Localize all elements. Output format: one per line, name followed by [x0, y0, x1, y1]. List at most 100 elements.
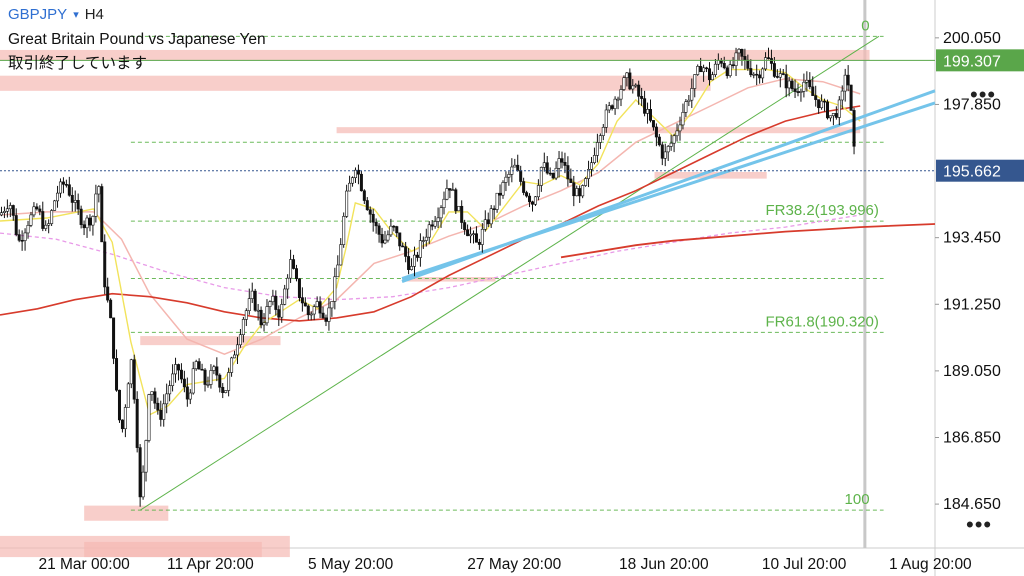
candle-body	[32, 206, 36, 216]
candle-body	[761, 68, 765, 79]
candle-body	[176, 364, 180, 371]
candle-body	[430, 224, 434, 227]
candle-body	[224, 390, 228, 393]
candle-body	[292, 259, 296, 269]
timeframe-label[interactable]: H4	[84, 6, 104, 23]
fib-label-0: 0	[861, 17, 869, 34]
candle-body	[557, 158, 561, 169]
candle-body	[17, 234, 21, 241]
upper-price-badge	[936, 49, 1024, 72]
candle-body	[41, 211, 45, 229]
candle-body	[141, 471, 145, 498]
candle-body	[581, 185, 585, 197]
candle-body	[159, 409, 163, 420]
candle-body	[793, 88, 797, 92]
candle-body	[174, 364, 178, 375]
candle-body	[769, 58, 773, 64]
candle-body	[206, 384, 210, 386]
candle-body	[407, 256, 411, 270]
candle-body	[194, 361, 198, 370]
candle-body	[395, 226, 399, 234]
candle-body	[528, 195, 532, 203]
candle-body	[684, 101, 688, 113]
candle-body	[772, 63, 776, 77]
candle-body	[707, 68, 711, 81]
candle-body	[418, 240, 422, 258]
candle-body	[578, 188, 582, 197]
ma-slow-line	[0, 105, 861, 322]
candle-body	[76, 200, 80, 210]
candle-body	[651, 120, 655, 128]
candle-body	[669, 142, 673, 147]
candle-body	[26, 225, 30, 234]
zone-5	[140, 336, 281, 346]
candle-body	[153, 391, 157, 404]
more-options-icon-bottom[interactable]: •••	[966, 512, 993, 537]
candle-body	[197, 361, 201, 370]
last-price-text: 195.662	[943, 164, 1001, 181]
candle-body	[625, 72, 629, 78]
candle-body	[203, 369, 207, 385]
candle-body	[584, 178, 588, 186]
candle-body	[123, 407, 127, 430]
candle-body	[719, 60, 723, 64]
time-tick-label: 5 May 20:00	[308, 556, 394, 573]
symbol-row[interactable]: GBPJPY ▾ H4	[8, 6, 104, 23]
candle-body	[595, 142, 599, 156]
candle-body	[312, 306, 316, 315]
candle-body	[439, 207, 443, 219]
candle-body	[271, 295, 275, 303]
zone-8	[84, 541, 262, 558]
candle-body	[23, 232, 27, 241]
symbol-name[interactable]: GBPJPY	[8, 6, 68, 23]
candle-body	[852, 110, 856, 147]
time-tick-label: 18 Jun 20:00	[619, 556, 709, 573]
candle-body	[693, 74, 697, 89]
candle-body	[274, 295, 278, 310]
zone-0	[0, 49, 870, 61]
candle-body	[315, 301, 319, 307]
candle-body	[672, 135, 676, 144]
candle-body	[660, 144, 664, 159]
fib-label-4: FR61.8(190.320)	[765, 313, 878, 330]
candle-body	[374, 221, 378, 227]
chevron-down-icon[interactable]: ▾	[73, 9, 79, 21]
candle-body	[483, 219, 487, 230]
candle-body	[106, 286, 110, 301]
candle-body	[289, 259, 293, 279]
candle-body	[109, 299, 113, 319]
price-tick-label: 184.650	[943, 496, 1001, 513]
candle-body	[457, 205, 461, 212]
candle-body	[746, 59, 750, 69]
candle-body	[837, 99, 841, 118]
candle-body	[115, 358, 119, 391]
more-options-icon[interactable]: •••	[970, 82, 997, 107]
candle-body	[144, 440, 148, 473]
candle-body	[814, 95, 818, 100]
candle-body	[339, 244, 343, 266]
time-axis: 21 Mar 00:00 11 Apr 20:00 5 May 20:00 27 Ma…	[38, 556, 972, 573]
candle-body	[218, 374, 222, 388]
candle-body	[716, 60, 720, 65]
candle-body	[442, 198, 446, 209]
candle-body	[330, 301, 334, 309]
candle-body	[699, 66, 703, 73]
candle-body	[501, 182, 505, 196]
candle-body	[70, 194, 74, 203]
candle-body	[637, 84, 641, 97]
candle-body	[451, 189, 455, 192]
candle-body	[8, 205, 12, 210]
candle-body	[165, 393, 169, 405]
candle-body	[401, 245, 405, 248]
candle-body	[410, 266, 414, 270]
candle-body	[2, 210, 6, 214]
candle-body	[91, 216, 95, 226]
candle-body	[634, 84, 638, 87]
market-status: 取引終了しています	[8, 55, 148, 72]
candle-body	[200, 368, 204, 371]
candle-body	[156, 402, 160, 411]
candle-body	[480, 228, 484, 245]
candle-body	[256, 309, 260, 312]
candle-body	[722, 63, 726, 69]
